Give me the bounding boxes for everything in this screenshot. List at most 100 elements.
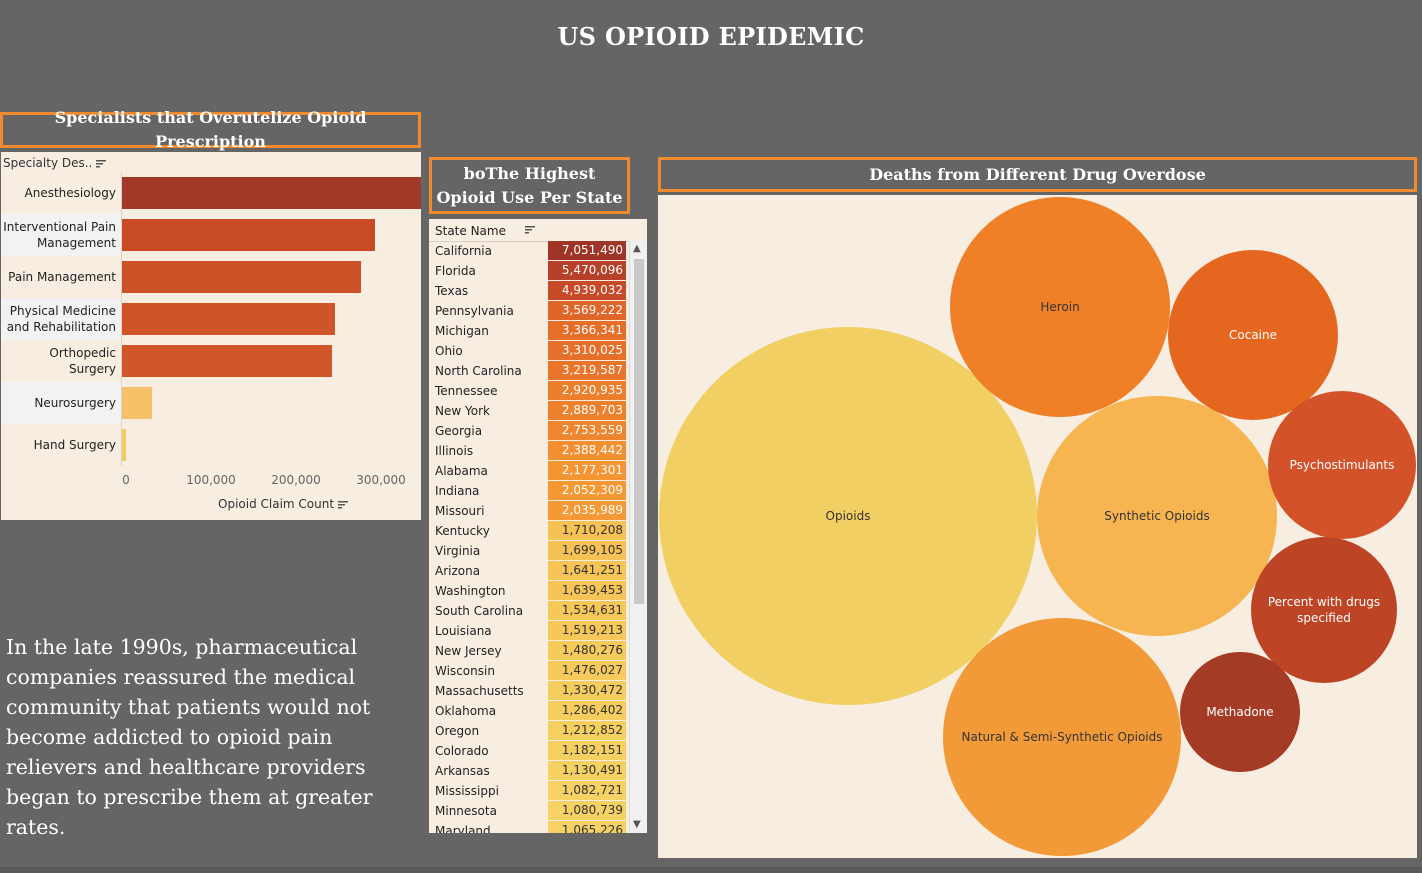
table-row[interactable]: Maryland 1,065,226 (429, 821, 629, 833)
row-band (1, 214, 121, 256)
state-value-cell: 1,082,721 (548, 781, 626, 800)
table-row[interactable]: Ohio 3,310,025 (429, 341, 629, 361)
bubble[interactable] (950, 197, 1170, 417)
scroll-up-icon[interactable]: ▲ (633, 243, 641, 254)
sort-icon[interactable] (96, 159, 107, 168)
table-row[interactable]: Pennsylvania 3,569,222 (429, 301, 629, 321)
x-tick-label: 300,000 (356, 473, 406, 487)
state-name: Kentucky (435, 524, 490, 538)
specialists-header: Specialists that Overutelize Opioid Pres… (0, 108, 421, 151)
state-name: Ohio (435, 344, 463, 358)
table-row[interactable]: Oregon 1,212,852 (429, 721, 629, 741)
bar[interactable] (122, 219, 376, 251)
bubble[interactable] (1180, 652, 1300, 772)
table-row[interactable]: Mississippi 1,082,721 (429, 781, 629, 801)
scroll-down-icon[interactable]: ▼ (633, 819, 641, 830)
table-row[interactable]: Tennessee 2,920,935 (429, 381, 629, 401)
bubble-label: Opioids (826, 509, 871, 523)
state-value-cell: 1,534,631 (548, 601, 626, 620)
table-row[interactable]: Alabama 2,177,301 (429, 461, 629, 481)
bubble[interactable] (1168, 250, 1338, 420)
scroll-thumb[interactable] (634, 259, 644, 604)
state-value-cell: 7,051,490 (548, 241, 626, 260)
bar-label[interactable]: Orthopedic Surgery (49, 346, 116, 376)
bubble-label: Percent with drugs specified (1268, 595, 1380, 625)
table-row[interactable]: Minnesota 1,080,739 (429, 801, 629, 821)
table-row[interactable]: Texas 4,939,032 (429, 281, 629, 301)
bubble-label: Natural & Semi-Synthetic Opioids (961, 730, 1162, 744)
bar[interactable] (122, 261, 361, 293)
state-name: Pennsylvania (435, 304, 514, 318)
state-value-cell: 1,080,739 (548, 801, 626, 820)
table-row[interactable]: Indiana 2,052,309 (429, 481, 629, 501)
bar-label[interactable]: Pain Management (8, 270, 116, 284)
table-row[interactable]: North Carolina 3,219,587 (429, 361, 629, 381)
state-name: Wisconsin (435, 664, 495, 678)
bar[interactable] (122, 177, 421, 209)
state-value-cell: 2,388,442 (548, 441, 626, 460)
table-row[interactable]: Arizona 1,641,251 (429, 561, 629, 581)
bar-label[interactable]: Hand Surgery (33, 438, 116, 452)
table-row[interactable]: Washington 1,639,453 (429, 581, 629, 601)
sort-icon[interactable] (525, 226, 535, 234)
state-value-cell: 2,052,309 (548, 481, 626, 500)
bar-label[interactable]: Interventional Pain Management (3, 220, 116, 250)
bar[interactable] (122, 429, 127, 461)
table-row[interactable]: Colorado 1,182,151 (429, 741, 629, 761)
bubble[interactable] (1037, 396, 1277, 636)
state-value-cell: 4,939,032 (548, 281, 626, 300)
table-row[interactable]: Oklahoma 1,286,402 (429, 701, 629, 721)
state-name: Virginia (435, 544, 481, 558)
state-value-cell: 2,177,301 (548, 461, 626, 480)
table-row[interactable]: Michigan 3,366,341 (429, 321, 629, 341)
bubble[interactable] (1268, 391, 1416, 539)
state-name: Mississippi (435, 784, 499, 798)
state-value-cell: 2,753,559 (548, 421, 626, 440)
bottom-strip (0, 867, 1422, 873)
deaths-header: Deaths from Different Drug Overdose (658, 157, 1417, 192)
table-row[interactable]: Illinois 2,388,442 (429, 441, 629, 461)
bubble-svg: Opioids Natural & Semi-Synthetic Opioids S… (659, 197, 1416, 856)
bar-label[interactable]: Neurosurgery (34, 396, 116, 410)
bubble[interactable] (659, 327, 1037, 705)
specialty-column-header[interactable]: Specialty Des.. (3, 156, 107, 170)
table-row[interactable]: Kentucky 1,710,208 (429, 521, 629, 541)
table-row[interactable]: California 7,051,490 (429, 241, 629, 261)
table-row[interactable]: South Carolina 1,534,631 (429, 601, 629, 621)
state-value-cell: 1,065,226 (548, 821, 626, 833)
table-row[interactable]: Missouri 2,035,989 (429, 501, 629, 521)
table-row[interactable]: Florida 5,470,096 (429, 261, 629, 281)
state-value-cell: 3,366,341 (548, 321, 626, 340)
sort-icon[interactable] (338, 500, 349, 509)
bar-label[interactable]: Physical Medicine and Rehabilitation (6, 304, 116, 334)
state-name: Colorado (435, 744, 489, 758)
x-tick-label: 100,000 (186, 473, 236, 487)
bar[interactable] (122, 345, 332, 377)
table-row[interactable]: Georgia 2,753,559 (429, 421, 629, 441)
table-row[interactable]: Wisconsin 1,476,027 (429, 661, 629, 681)
table-row[interactable]: Massachusetts 1,330,472 (429, 681, 629, 701)
state-value-cell: 1,330,472 (548, 681, 626, 700)
state-name: Indiana (435, 484, 480, 498)
state-column-label: State Name (435, 224, 506, 238)
bar-label[interactable]: Anesthesiology (24, 186, 116, 200)
table-row[interactable]: Louisiana 1,519,213 (429, 621, 629, 641)
state-value-cell: 1,212,852 (548, 721, 626, 740)
state-name: Georgia (435, 424, 483, 438)
table-row[interactable]: Arkansas 1,130,491 (429, 761, 629, 781)
table-row[interactable]: Virginia 1,699,105 (429, 541, 629, 561)
bubble[interactable] (943, 618, 1181, 856)
state-value-cell: 3,310,025 (548, 341, 626, 360)
bar[interactable] (122, 387, 152, 419)
table-row[interactable]: New York 2,889,703 (429, 401, 629, 421)
row-band (1, 382, 121, 424)
bubble[interactable] (1251, 537, 1397, 683)
bar[interactable] (122, 303, 335, 335)
bubble-label: Psychostimulants (1290, 458, 1395, 472)
x-axis-title[interactable]: Opioid Claim Count (218, 497, 349, 511)
state-column-header[interactable]: State Name (429, 219, 629, 242)
state-name: Tennessee (435, 384, 498, 398)
table-row[interactable]: New Jersey 1,480,276 (429, 641, 629, 661)
state-name: Illinois (435, 444, 474, 458)
table-scrollbar[interactable]: ▲ ▼ (629, 241, 647, 833)
